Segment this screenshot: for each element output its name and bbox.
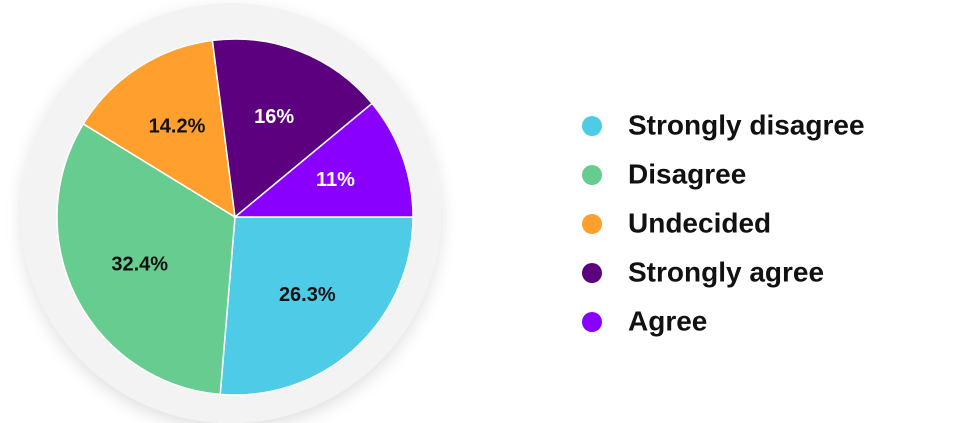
pie-slice bbox=[232, 102, 414, 218]
legend-swatch bbox=[582, 312, 602, 332]
legend-label: Strongly disagree bbox=[628, 109, 865, 140]
legend-label: Undecided bbox=[628, 207, 771, 238]
legend-label: Agree bbox=[628, 305, 707, 336]
legend-label: Disagree bbox=[628, 158, 746, 189]
pie-slice bbox=[219, 216, 414, 396]
legend-label: Strongly agree bbox=[628, 256, 824, 287]
value-label: 32.4% bbox=[111, 254, 168, 276]
value-label: 11% bbox=[316, 169, 355, 191]
value-label: 16% bbox=[254, 106, 294, 128]
legend-swatch bbox=[582, 165, 602, 185]
value-label: 14.2% bbox=[149, 116, 206, 138]
legend-swatch bbox=[582, 263, 602, 283]
legend-swatch bbox=[582, 214, 602, 234]
value-label: 26.3% bbox=[279, 284, 336, 306]
pie-slice bbox=[82, 39, 236, 219]
legend-swatch bbox=[582, 116, 602, 136]
pie-slice bbox=[211, 38, 374, 219]
pie-slice bbox=[56, 122, 236, 396]
